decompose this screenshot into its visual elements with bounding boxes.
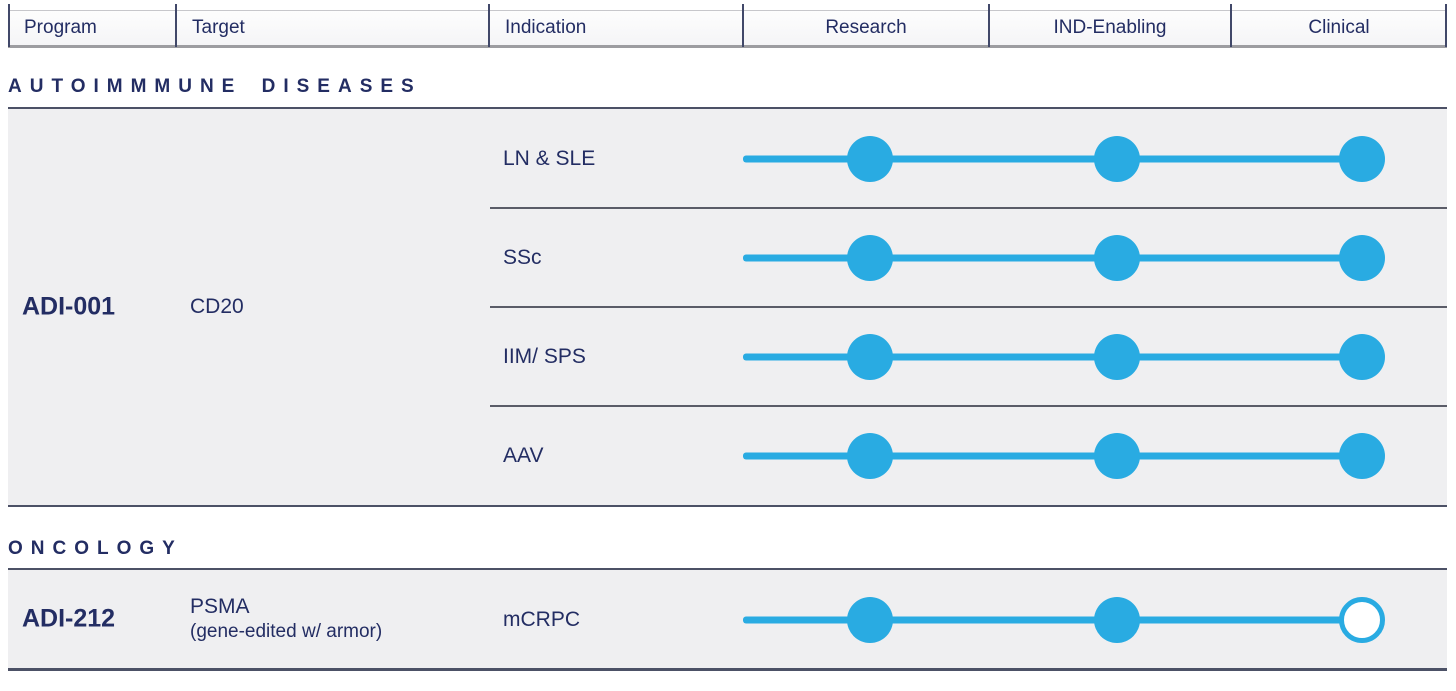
stage-dot-clinical (1339, 234, 1385, 281)
header-program: Program (8, 4, 176, 47)
stage-dot-research (847, 432, 893, 479)
pipeline-row-iim-sps: IIM/ SPS (8, 306, 1447, 406)
progress-track (743, 616, 1362, 623)
stage-dot-clinical (1339, 432, 1385, 479)
pipeline-row-mcrpc: mCRPC (8, 570, 1447, 669)
stage-dot-ind-enabling (1094, 135, 1140, 182)
indication-rows: mCRPC (8, 570, 1447, 668)
pipeline-header-row: Program Target Indication Research IND-E… (8, 4, 1447, 48)
stage-dot-ind-enabling (1094, 234, 1140, 281)
indication-label: AAV (503, 443, 544, 467)
target-subtext: (gene-edited w/ armor) (190, 621, 383, 643)
stage-dot-clinical (1339, 333, 1385, 380)
section-title-autoimmune: AUTOIMMMUNE DISEASES (8, 76, 422, 97)
stage-dot-clinical (1339, 135, 1385, 182)
stage-dot-ind-enabling (1094, 333, 1140, 380)
progress-track (743, 353, 1362, 360)
pipeline-row-ln-sle: LN & SLE (8, 109, 1447, 208)
pipeline-row-aav: AAV (8, 405, 1447, 505)
progress-track (743, 254, 1362, 261)
stage-dot-research (847, 234, 893, 281)
progress-track (743, 155, 1362, 162)
indication-label: mCRPC (503, 607, 580, 631)
stage-dot-ind-enabling (1094, 432, 1140, 479)
stage-dot-research (847, 135, 893, 182)
stage-dot-clinical (1339, 596, 1385, 643)
header-target: Target (175, 4, 489, 47)
stage-dot-ind-enabling (1094, 596, 1140, 643)
header-clinical: Clinical (1230, 4, 1447, 47)
indication-rows: LN & SLE SSc IIM/ SPS AAV (8, 109, 1447, 505)
target-name: CD20 (190, 294, 244, 320)
header-indication: Indication (488, 4, 743, 47)
indication-label: IIM/ SPS (503, 344, 586, 368)
pipeline-row-ssc: SSc (8, 207, 1447, 307)
header-ind-enabling: IND-Enabling (988, 4, 1231, 47)
target-name: PSMA (gene-edited w/ armor) (190, 594, 382, 644)
stage-dot-research (847, 333, 893, 380)
indication-label: SSc (503, 245, 542, 269)
indication-label: LN & SLE (503, 146, 596, 170)
target-main: CD20 (190, 294, 244, 318)
program-name: ADI-001 (22, 292, 116, 321)
stage-dot-research (847, 596, 893, 643)
program-name: ADI-212 (22, 604, 116, 633)
program-block-adi-212: mCRPC ADI-212 PSMA (gene-edited w/ armor… (8, 568, 1447, 671)
header-research: Research (742, 4, 989, 47)
progress-track (743, 452, 1362, 459)
program-block-adi-001: LN & SLE SSc IIM/ SPS AAV (8, 107, 1447, 507)
section-title-oncology: ONCOLOGY (8, 538, 183, 559)
target-main: PSMA (190, 595, 250, 618)
